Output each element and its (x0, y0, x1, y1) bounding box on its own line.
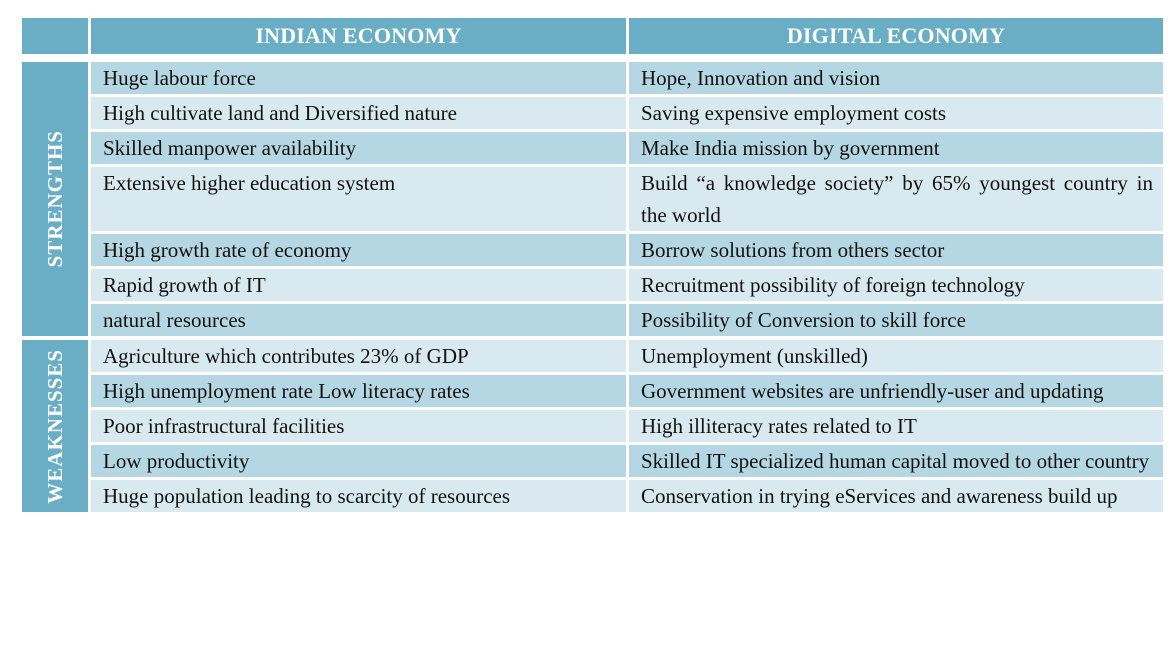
swot-table: INDIAN ECONOMY DIGITAL ECONOMY STRENGTHS… (22, 18, 1163, 516)
indian-cell: Agriculture which contributes 23% of GDP (91, 340, 626, 372)
indian-cell: Huge population leading to scarcity of r… (91, 480, 626, 512)
strengths-label: STRENGTHS (42, 130, 67, 268)
digital-cell: Government websites are unfriendly-user … (629, 375, 1163, 407)
table-header: INDIAN ECONOMY DIGITAL ECONOMY (22, 18, 1163, 54)
header-digital-economy: DIGITAL ECONOMY (629, 18, 1163, 54)
table-row: natural resources Possibility of Convers… (91, 304, 1163, 336)
indian-cell: High growth rate of economy (91, 234, 626, 266)
digital-cell: Recruitment possibility of foreign techn… (629, 269, 1163, 301)
digital-cell: Skilled IT specialized human capital mov… (629, 445, 1163, 477)
digital-cell: Build “a knowledge society” by 65% young… (629, 167, 1163, 231)
digital-cell: Possibility of Conversion to skill force (629, 304, 1163, 336)
digital-cell: Saving expensive employment costs (629, 97, 1163, 129)
table-row: Poor infrastructural facilities High ill… (91, 410, 1163, 442)
indian-cell: Rapid growth of IT (91, 269, 626, 301)
header-indian-economy: INDIAN ECONOMY (91, 18, 626, 54)
indian-cell: High unemployment rate Low literacy rate… (91, 375, 626, 407)
header-corner-cell (22, 18, 88, 54)
indian-cell: Poor infrastructural facilities (91, 410, 626, 442)
table-row: High cultivate land and Diversified natu… (91, 97, 1163, 129)
table-row: High growth rate of economy Borrow solut… (91, 234, 1163, 266)
table-row: Agriculture which contributes 23% of GDP… (91, 340, 1163, 372)
digital-cell: Unemployment (unskilled) (629, 340, 1163, 372)
digital-cell: Borrow solutions from others sector (629, 234, 1163, 266)
table-row: Skilled manpower availability Make India… (91, 132, 1163, 164)
digital-cell: Conservation in trying eServices and awa… (629, 480, 1163, 512)
indian-cell: Skilled manpower availability (91, 132, 626, 164)
indian-cell: Low productivity (91, 445, 626, 477)
table-row: Huge population leading to scarcity of r… (91, 480, 1163, 512)
weaknesses-side-label: WEAKNESSES (22, 340, 88, 512)
indian-cell: natural resources (91, 304, 626, 336)
table-row: Huge labour force Hope, Innovation and v… (91, 62, 1163, 94)
digital-cell: Hope, Innovation and vision (629, 62, 1163, 94)
weaknesses-section: WEAKNESSES Agriculture which contributes… (22, 340, 1163, 512)
indian-cell: Extensive higher education system (91, 167, 626, 231)
strengths-section: STRENGTHS Huge labour force Hope, Innova… (22, 62, 1163, 336)
table-row: Low productivity Skilled IT specialized … (91, 445, 1163, 477)
table-row: High unemployment rate Low literacy rate… (91, 375, 1163, 407)
weaknesses-label: WEAKNESSES (42, 348, 67, 504)
table-row: Extensive higher education system Build … (91, 167, 1163, 231)
digital-cell: Make India mission by government (629, 132, 1163, 164)
digital-cell: High illiteracy rates related to IT (629, 410, 1163, 442)
strengths-side-label: STRENGTHS (22, 62, 88, 336)
indian-cell: Huge labour force (91, 62, 626, 94)
indian-cell: High cultivate land and Diversified natu… (91, 97, 626, 129)
table-row: Rapid growth of IT Recruitment possibili… (91, 269, 1163, 301)
